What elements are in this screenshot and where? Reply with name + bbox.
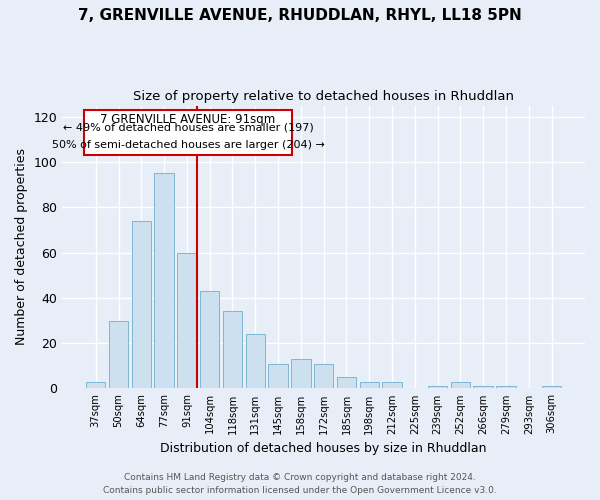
Bar [451,382,470,388]
Y-axis label: Number of detached properties: Number of detached properties [15,148,28,346]
Bar [428,386,447,388]
Bar [291,359,311,388]
X-axis label: Distribution of detached houses by size in Rhuddlan: Distribution of detached houses by size … [160,442,487,455]
Bar [268,364,288,388]
Bar [314,364,334,388]
Text: 7 GRENVILLE AVENUE: 91sqm: 7 GRENVILLE AVENUE: 91sqm [100,113,275,126]
FancyBboxPatch shape [85,110,292,156]
Bar [131,221,151,388]
Text: 7, GRENVILLE AVENUE, RHUDDLAN, RHYL, LL18 5PN: 7, GRENVILLE AVENUE, RHUDDLAN, RHYL, LL1… [78,8,522,22]
Bar [359,382,379,388]
Bar [86,382,106,388]
Bar [200,291,220,388]
Bar [154,174,174,388]
Bar [473,386,493,388]
Bar [177,252,197,388]
Bar [223,312,242,388]
Bar [245,334,265,388]
Bar [542,386,561,388]
Text: ← 49% of detached houses are smaller (197): ← 49% of detached houses are smaller (19… [62,122,313,132]
Bar [337,377,356,388]
Title: Size of property relative to detached houses in Rhuddlan: Size of property relative to detached ho… [133,90,514,103]
Text: 50% of semi-detached houses are larger (204) →: 50% of semi-detached houses are larger (… [52,140,325,149]
Bar [109,320,128,388]
Bar [382,382,402,388]
Text: Contains HM Land Registry data © Crown copyright and database right 2024.
Contai: Contains HM Land Registry data © Crown c… [103,474,497,495]
Bar [496,386,515,388]
